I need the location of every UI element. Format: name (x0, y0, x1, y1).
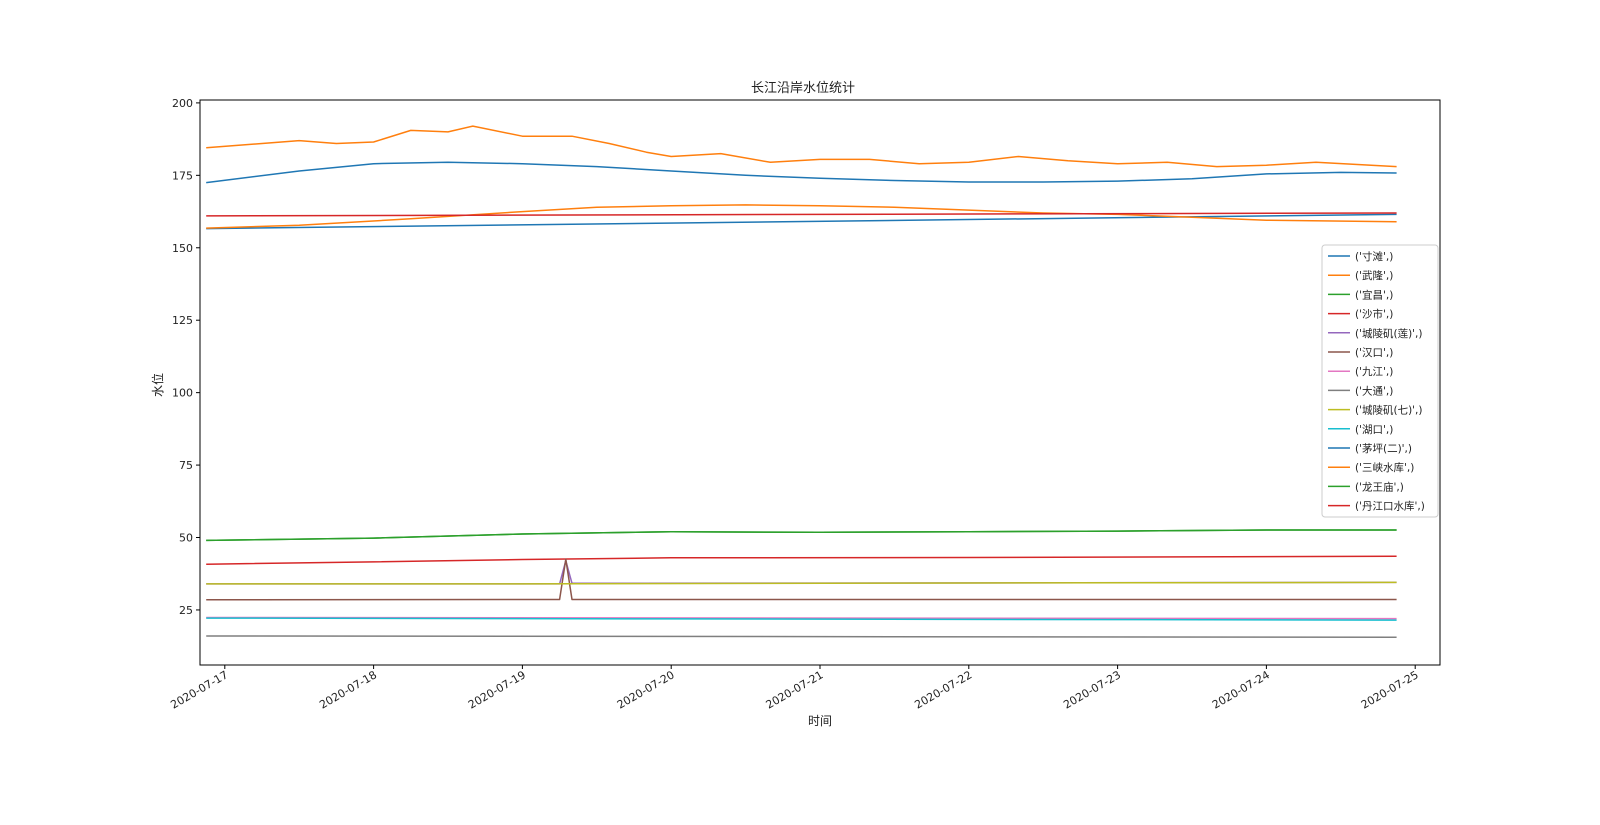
y-tick-label: 75 (179, 459, 193, 472)
series-line-3 (206, 555, 1397, 565)
series-line-8 (206, 581, 1397, 585)
legend-label: ('三峡水库',) (1355, 461, 1414, 474)
legend-label: ('茅坪(二)',) (1355, 442, 1412, 455)
legend-label: ('丹江口水库',) (1355, 500, 1425, 513)
series-line-9 (206, 617, 1397, 621)
series-line-0 (206, 161, 1397, 184)
legend-label: ('城陵矶(七)',) (1355, 405, 1423, 417)
y-tick-label: 175 (172, 169, 193, 182)
y-axis-title: 水位 (150, 373, 165, 397)
legend-label: ('九江',) (1355, 366, 1393, 378)
legend-label: ('宜昌',) (1355, 288, 1393, 301)
legend-label: ('湖口',) (1355, 424, 1393, 436)
legend-label: ('寸滩',) (1355, 250, 1393, 263)
y-axis: 25 50 75 100 125 150 175 200 (172, 97, 200, 617)
legend-label: ('汉口',) (1355, 347, 1393, 359)
legend-label: ('武隆',) (1355, 269, 1393, 282)
y-tick-label: 50 (179, 532, 193, 545)
y-tick-label: 200 (172, 97, 193, 110)
legend-label: ('城陵矶(莲)',) (1355, 328, 1423, 340)
legend-label: ('大通',) (1355, 384, 1393, 397)
series-line-10 (206, 213, 1397, 230)
legend-label: ('龙王庙',) (1355, 480, 1404, 493)
legend-box (1321, 244, 1439, 518)
y-tick-label: 150 (172, 242, 193, 255)
series-line-11 (206, 204, 1397, 229)
legend-label: ('沙市',) (1355, 308, 1393, 321)
y-tick-label: 125 (172, 314, 193, 327)
series-line-12 (206, 529, 1397, 542)
series-lines-group (206, 125, 1397, 638)
x-axis-title: 时间 (808, 714, 832, 728)
y-tick-label: 25 (179, 604, 193, 617)
series-line-6 (206, 616, 1397, 620)
y-tick-label: 100 (172, 387, 193, 400)
series-line-13 (206, 212, 1397, 217)
series-line-1 (206, 125, 1397, 168)
chart-title: 长江沿岸水位统计 (751, 81, 855, 96)
legend: ('寸滩',) ('武隆',) ('宜昌',) ('沙市',) ('城陵矶(莲)',) (… (1321, 244, 1439, 518)
series-line-5 (206, 558, 1397, 601)
series-line-7 (206, 635, 1397, 638)
